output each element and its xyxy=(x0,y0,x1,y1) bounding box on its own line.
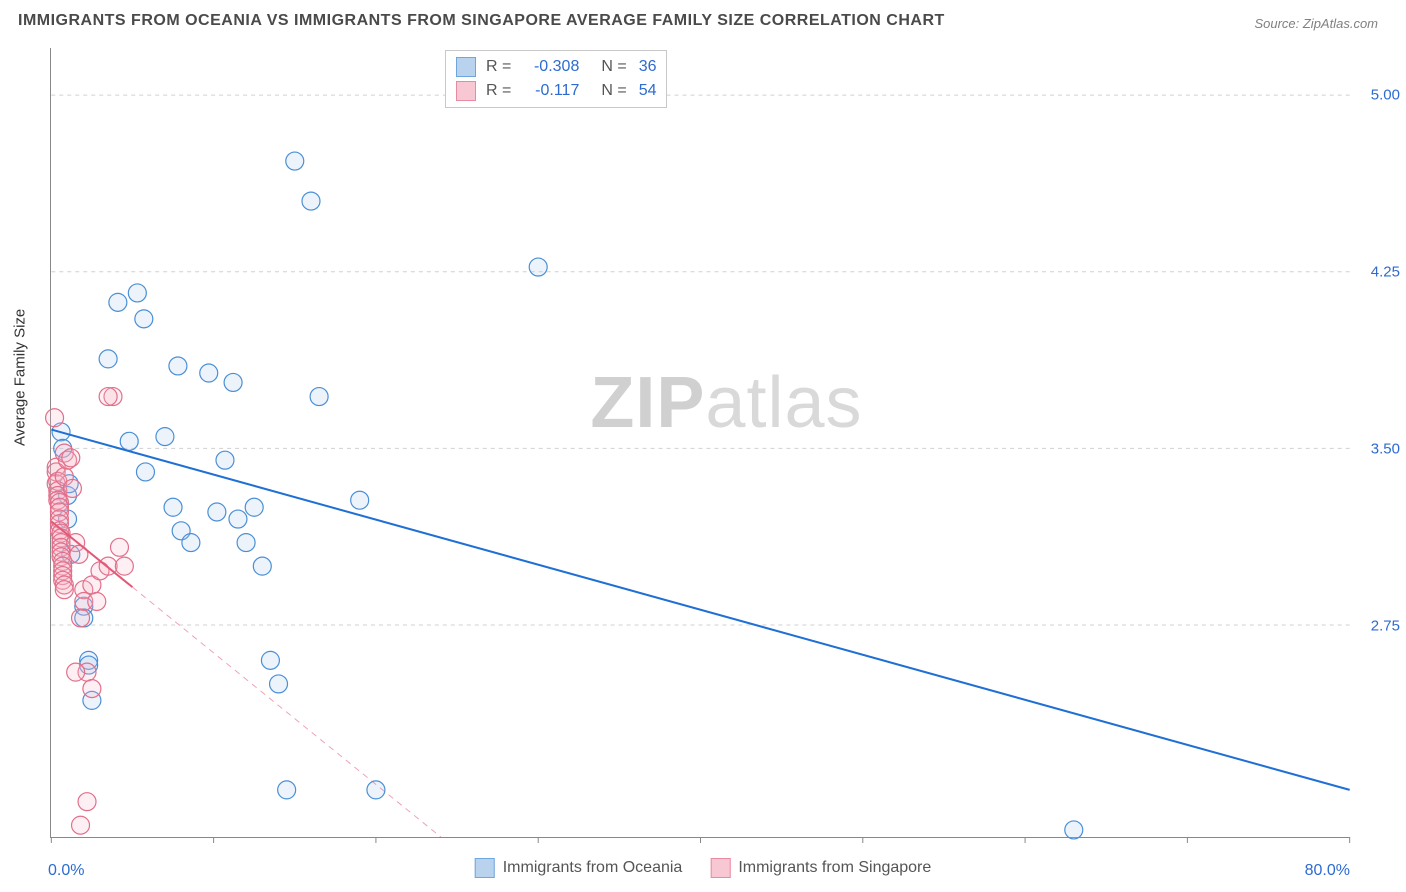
scatter-point xyxy=(224,373,242,391)
scatter-point xyxy=(109,293,127,311)
y-tick-label: 3.50 xyxy=(1356,440,1400,457)
scatter-point xyxy=(310,388,328,406)
scatter-point xyxy=(216,451,234,469)
scatter-point xyxy=(63,479,81,497)
y-tick-label: 2.75 xyxy=(1356,617,1400,634)
stat-n-value: 36 xyxy=(639,58,657,76)
legend-swatch xyxy=(475,858,495,878)
scatter-point xyxy=(200,364,218,382)
y-tick-label: 5.00 xyxy=(1356,87,1400,104)
scatter-point xyxy=(286,152,304,170)
chart-container: IMMIGRANTS FROM OCEANIA VS IMMIGRANTS FR… xyxy=(0,0,1406,892)
scatter-point xyxy=(83,680,101,698)
scatter-point xyxy=(62,449,80,467)
scatter-point xyxy=(78,793,96,811)
scatter-point xyxy=(529,258,547,276)
x-axis-min-label: 0.0% xyxy=(48,862,84,880)
stat-n-label: N = xyxy=(601,82,626,100)
legend-swatch xyxy=(456,57,476,77)
legend-item: Immigrants from Oceania xyxy=(475,858,683,878)
y-axis-title: Average Family Size xyxy=(12,309,29,446)
stat-r-value: -0.308 xyxy=(519,58,579,76)
scatter-point xyxy=(270,675,288,693)
scatter-point xyxy=(55,581,73,599)
stat-n-label: N = xyxy=(601,58,626,76)
scatter-point xyxy=(72,816,90,834)
scatter-point xyxy=(169,357,187,375)
scatter-point xyxy=(46,409,64,427)
stats-legend: R = -0.308 N = 36 R = -0.117 N = 54 xyxy=(445,50,667,108)
scatter-point xyxy=(253,557,271,575)
scatter-point xyxy=(99,388,117,406)
scatter-point xyxy=(156,428,174,446)
legend-label: Immigrants from Singapore xyxy=(738,859,931,877)
legend-swatch xyxy=(710,858,730,878)
scatter-point xyxy=(1065,821,1083,839)
scatter-point xyxy=(237,534,255,552)
scatter-point xyxy=(229,510,247,528)
scatter-point xyxy=(115,557,133,575)
chart-title: IMMIGRANTS FROM OCEANIA VS IMMIGRANTS FR… xyxy=(18,12,945,30)
scatter-point xyxy=(182,534,200,552)
stat-n-value: 54 xyxy=(639,82,657,100)
scatter-point xyxy=(261,651,279,669)
plot-area: ZIPatlas 2.753.504.255.00 xyxy=(50,48,1350,838)
scatter-point xyxy=(120,432,138,450)
x-axis-max-label: 80.0% xyxy=(1305,862,1350,880)
legend-label: Immigrants from Oceania xyxy=(503,859,683,877)
source-attribution: Source: ZipAtlas.com xyxy=(1254,16,1378,31)
scatter-point xyxy=(351,491,369,509)
legend-item: Immigrants from Singapore xyxy=(710,858,931,878)
bottom-legend: Immigrants from Oceania Immigrants from S… xyxy=(475,858,932,878)
stats-legend-row: R = -0.308 N = 36 xyxy=(456,55,656,79)
scatter-point xyxy=(72,609,90,627)
stat-r-value: -0.117 xyxy=(519,82,579,100)
scatter-point xyxy=(164,498,182,516)
scatter-point xyxy=(302,192,320,210)
scatter-point xyxy=(99,350,117,368)
scatter-point xyxy=(136,463,154,481)
legend-swatch xyxy=(456,81,476,101)
stat-r-label: R = xyxy=(486,58,511,76)
scatter-point xyxy=(67,663,85,681)
scatter-point xyxy=(88,592,106,610)
stats-legend-row: R = -0.117 N = 54 xyxy=(456,79,656,103)
scatter-point xyxy=(245,498,263,516)
scatter-point xyxy=(128,284,146,302)
scatter-point xyxy=(208,503,226,521)
scatter-point xyxy=(278,781,296,799)
y-tick-label: 4.25 xyxy=(1356,264,1400,281)
scatter-point xyxy=(135,310,153,328)
stat-r-label: R = xyxy=(486,82,511,100)
scatter-point xyxy=(110,538,128,556)
chart-svg xyxy=(51,48,1350,837)
